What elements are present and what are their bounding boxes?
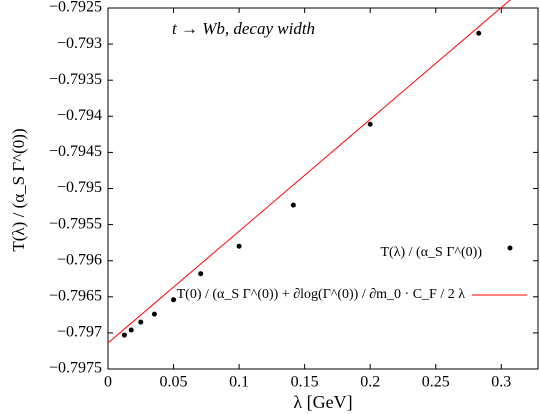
y-tick-label: −0.796: [57, 251, 102, 268]
y-tick-label: −0.7965: [49, 287, 102, 304]
data-point: [138, 319, 144, 325]
data-point: [236, 243, 242, 249]
data-point: [151, 311, 157, 317]
x-tick-label: 0.15: [291, 374, 319, 391]
y-tick-label: −0.7975: [49, 360, 102, 377]
data-point: [476, 30, 482, 36]
x-tick-label: 0.2: [360, 374, 380, 391]
y-tick-label: −0.7955: [49, 215, 102, 232]
y-tick-label: −0.7935: [49, 71, 102, 88]
y-axis-label: T(λ) / (α_S Γ^(0)): [9, 128, 28, 251]
data-point: [171, 297, 177, 303]
x-tick-label: 0.25: [422, 374, 450, 391]
legend-label: T(λ) / (α_S Γ^(0)): [381, 245, 483, 260]
data-point: [290, 202, 296, 208]
y-tick-label: −0.797: [57, 324, 102, 341]
data-point: [128, 327, 134, 333]
x-axis-label: λ [GeV]: [293, 392, 352, 412]
data-point: [198, 271, 204, 277]
y-tick-label: −0.7925: [49, 0, 102, 16]
y-tick-label: −0.7945: [49, 143, 102, 160]
x-tick-label: 0.1: [229, 374, 249, 391]
legend-swatch: [507, 245, 513, 251]
annotation: t → Wb, decay width: [172, 19, 315, 38]
legend-label: T(0) / (α_S Γ^(0)) + ∂log(Γ^(0)) / ∂m_0 …: [177, 287, 466, 302]
x-tick-label: 0.05: [160, 374, 188, 391]
x-tick-label: 0.3: [491, 374, 511, 391]
y-tick-label: −0.793: [57, 35, 102, 52]
data-point: [121, 332, 127, 338]
y-tick-label: −0.795: [57, 179, 102, 196]
y-tick-label: −0.794: [57, 107, 102, 124]
data-point: [367, 121, 373, 127]
plot-frame: [107, 7, 539, 370]
x-tick-label: 0: [104, 374, 112, 391]
fit-line: [107, 0, 511, 344]
